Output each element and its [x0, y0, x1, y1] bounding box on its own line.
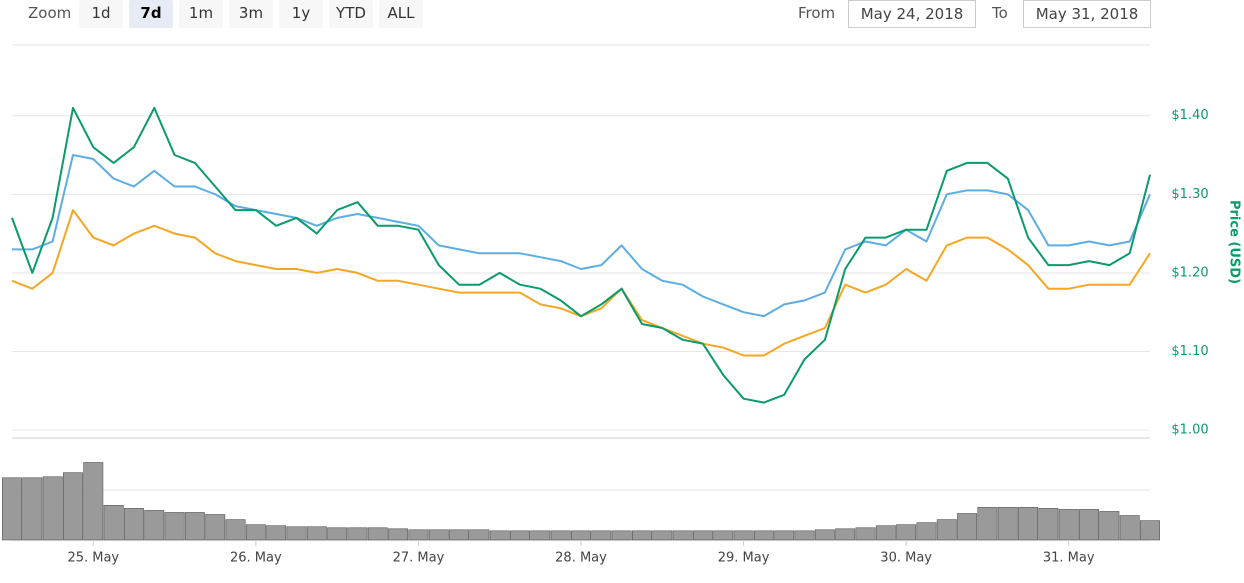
y-axis-label: Price (USD) — [1227, 200, 1242, 284]
volume-bar — [266, 525, 287, 541]
volume-bar — [367, 527, 388, 541]
volume-bar — [306, 526, 327, 541]
volume-bar — [205, 514, 226, 541]
volume-bar — [753, 530, 774, 541]
volume-bar — [1038, 508, 1059, 541]
y-tick-label: $1.40 — [1171, 108, 1208, 123]
x-tick-label: 25. May — [67, 551, 119, 566]
y-tick-label: $1.30 — [1171, 187, 1208, 202]
y-tick-label: $1.10 — [1171, 344, 1208, 359]
from-input[interactable]: May 24, 2018 — [848, 0, 976, 28]
volume-bar — [875, 525, 896, 541]
volume-bar — [1140, 520, 1160, 541]
volume-bar — [245, 524, 266, 541]
volume-bar — [388, 528, 409, 541]
volume-bar — [144, 510, 165, 541]
x-tick-label: 27. May — [393, 551, 445, 566]
zoom-label: Zoom — [28, 4, 72, 22]
volume-bar — [794, 530, 815, 541]
volume-bar — [733, 530, 754, 541]
from-label: From — [798, 4, 836, 22]
price-line — [11, 209, 1151, 357]
volume-bar — [408, 529, 429, 541]
volume-bar — [184, 512, 205, 541]
zoom-button[interactable]: ALL — [379, 0, 423, 28]
volume-bar — [1018, 507, 1039, 541]
x-tick-label: 29. May — [718, 551, 770, 566]
volume-bar — [571, 530, 591, 541]
x-tick-label: 31. May — [1043, 551, 1095, 566]
volume-bar — [855, 527, 876, 541]
zoom-button[interactable]: 1m — [179, 0, 223, 28]
x-tick-label: 26. May — [230, 551, 282, 566]
volume-bar — [977, 507, 998, 541]
volume-bar — [936, 519, 957, 541]
volume-bar — [896, 524, 917, 541]
volume-bar — [550, 530, 571, 541]
volume-bar — [42, 476, 63, 541]
volume-bar — [510, 530, 530, 541]
volume-bar — [611, 530, 632, 541]
volume-bar — [774, 530, 795, 541]
volume-bar — [103, 505, 124, 541]
volume-bar — [672, 530, 693, 541]
volume-bar — [489, 530, 510, 541]
to-input[interactable]: May 31, 2018 — [1023, 0, 1151, 28]
volume-bar — [1079, 509, 1099, 541]
volume-bar — [814, 529, 835, 541]
zoom-button[interactable]: 1d — [79, 0, 123, 28]
volume-bar — [123, 508, 144, 541]
volume-bar — [957, 513, 978, 541]
zoom-button[interactable]: 3m — [229, 0, 273, 28]
volume-bar — [692, 530, 713, 541]
volume-bar — [449, 529, 470, 541]
zoom-button[interactable]: YTD — [329, 0, 373, 28]
y-tick-label: $1.00 — [1171, 423, 1208, 438]
volume-bar — [591, 530, 612, 541]
volume-bar — [347, 527, 368, 541]
volume-bar — [713, 530, 734, 541]
volume-bar — [22, 477, 43, 541]
volume-bar — [835, 528, 856, 541]
volume-bar — [469, 529, 490, 541]
x-tick-label: 28. May — [555, 551, 607, 566]
zoom-button[interactable]: 1y — [279, 0, 323, 28]
to-label: To — [992, 4, 1008, 22]
volume-bar — [1119, 515, 1140, 541]
volume-bar — [63, 472, 83, 541]
volume-bar — [83, 462, 104, 541]
volume-bar — [327, 527, 348, 541]
volume-bar — [164, 512, 185, 541]
volume-bar — [530, 530, 551, 541]
range-selector: Zoom From May 24, 2018 To May 31, 2018 1… — [0, 0, 1244, 30]
y-tick-label: $1.20 — [1171, 265, 1208, 280]
volume-bar — [1099, 511, 1120, 541]
volume-bar — [652, 530, 673, 541]
volume-bar — [632, 530, 652, 541]
x-tick-label: 30. May — [880, 551, 932, 566]
price-line — [12, 154, 1151, 318]
volume-bar — [997, 507, 1018, 541]
zoom-button[interactable]: 7d — [129, 0, 173, 28]
volume-bar — [286, 526, 307, 541]
volume-bar — [428, 529, 449, 541]
volume-bar — [1058, 509, 1079, 541]
price-line — [11, 106, 1151, 404]
volume-bar — [916, 522, 937, 541]
volume-bar — [2, 477, 22, 541]
volume-bar — [225, 519, 246, 541]
